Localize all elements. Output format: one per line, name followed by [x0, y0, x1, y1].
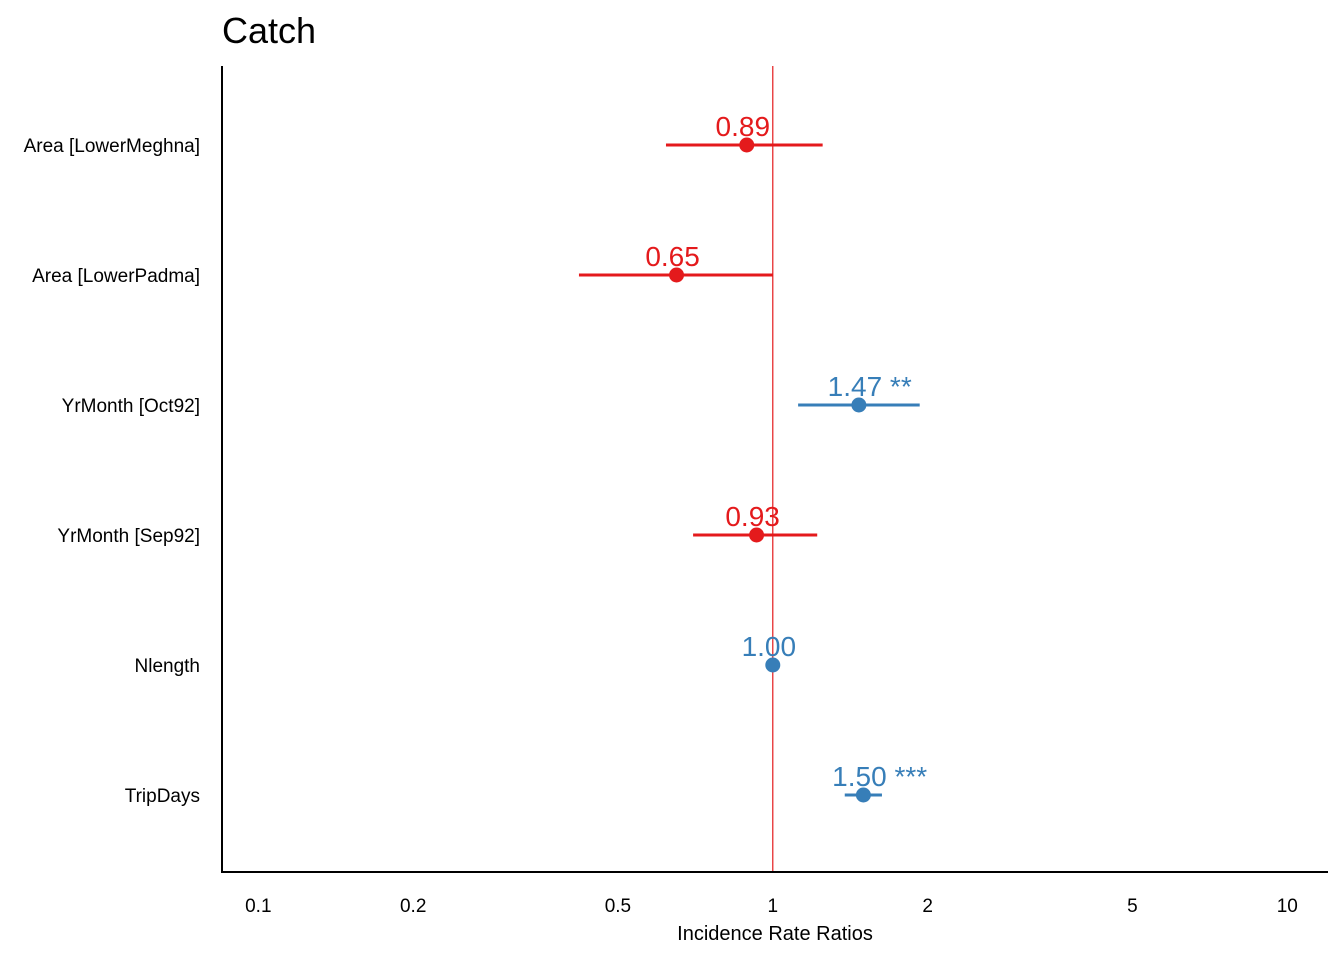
- x-tick-label: 1: [767, 896, 778, 917]
- estimates: 0.89 0.65 1.47 ** 0.93 1.00 1.50 ***: [578, 111, 927, 803]
- point-estimate: [765, 657, 781, 673]
- value-label: 1.47 **: [828, 371, 912, 402]
- x-tick-label: 0.5: [605, 896, 631, 917]
- value-label: 1.00: [742, 631, 797, 662]
- y-tick-label: YrMonth [Sep92]: [57, 526, 200, 547]
- y-tick-label: Area [LowerMeghna]: [24, 136, 200, 157]
- y-tick-label: YrMonth [Oct92]: [62, 396, 200, 417]
- y-tick-label: Area [LowerPadma]: [32, 266, 200, 287]
- x-tick-label: 0.1: [245, 896, 271, 917]
- chart-title: Catch: [222, 10, 317, 51]
- x-axis-label: Incidence Rate Ratios: [677, 923, 873, 945]
- point-estimate: [669, 267, 685, 283]
- point-estimate: [855, 787, 871, 803]
- x-tick-label: 5: [1127, 896, 1138, 917]
- point-estimate: [739, 137, 755, 153]
- value-label: 0.89: [716, 111, 771, 142]
- y-axis-labels: Area [LowerMeghna] Area [LowerPadma] YrMon…: [24, 136, 200, 807]
- x-tick-label: 0.2: [400, 896, 426, 917]
- point-estimate: [851, 397, 867, 413]
- y-tick-label: Nlength: [135, 656, 201, 677]
- x-tick-label: 10: [1277, 896, 1298, 917]
- x-axis-ticks: 0.1 0.2 0.5 1 2 5 10: [245, 896, 1298, 917]
- point-estimate: [749, 527, 765, 543]
- x-tick-label: 2: [922, 896, 933, 917]
- value-label: 1.50 ***: [832, 761, 927, 792]
- value-label: 0.93: [725, 501, 780, 532]
- y-tick-label: TripDays: [125, 786, 200, 807]
- value-label: 0.65: [645, 241, 700, 272]
